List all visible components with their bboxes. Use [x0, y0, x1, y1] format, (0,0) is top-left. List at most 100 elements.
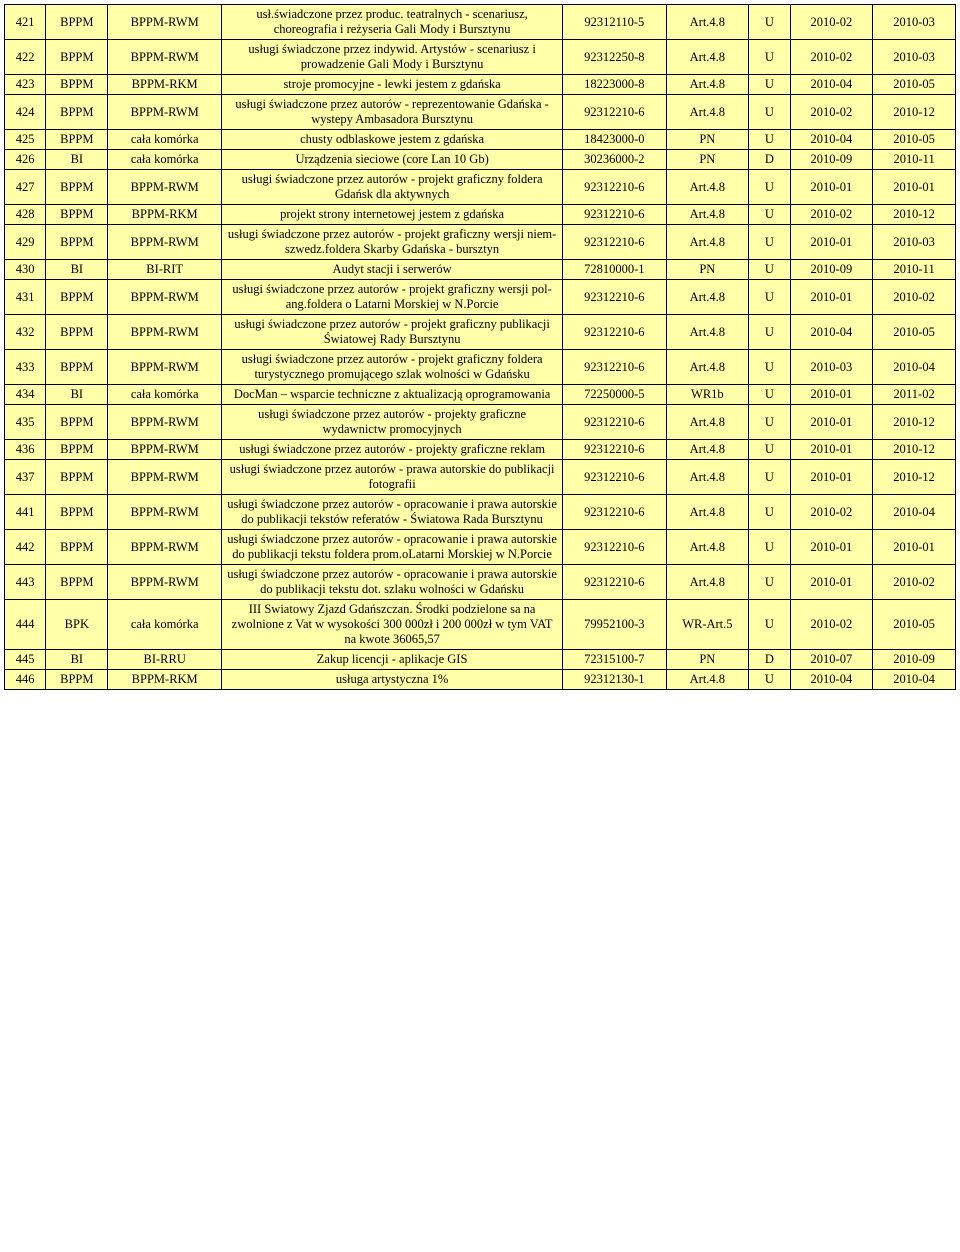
cell-date1: 2010-02 [790, 205, 873, 225]
cell-art: PN [666, 130, 749, 150]
table-row: 424BPPMBPPM-RWMusługi świadczone przez a… [5, 95, 956, 130]
cell-unit2: BPPM-RWM [108, 95, 222, 130]
cell-date2: 2010-03 [873, 40, 956, 75]
table-row: 435BPPMBPPM-RWMusługi świadczone przez a… [5, 405, 956, 440]
cell-code: 92312210-6 [563, 170, 666, 205]
cell-art: Art.4.8 [666, 565, 749, 600]
cell-id: 424 [5, 95, 46, 130]
cell-unit2: BPPM-RWM [108, 565, 222, 600]
cell-id: 446 [5, 670, 46, 690]
cell-unit1: BPPM [46, 205, 108, 225]
data-table: 421BPPMBPPM-RWMusł.świadczone przez prod… [4, 4, 956, 690]
cell-code: 92312210-6 [563, 205, 666, 225]
table-row: 430BIBI-RITAudyt stacji i serwerów728100… [5, 260, 956, 280]
cell-id: 421 [5, 5, 46, 40]
cell-unit2: BPPM-RWM [108, 350, 222, 385]
cell-flag: U [749, 315, 790, 350]
cell-unit2: BPPM-RWM [108, 440, 222, 460]
cell-unit2: BI-RIT [108, 260, 222, 280]
cell-id: 423 [5, 75, 46, 95]
cell-unit1: BI [46, 385, 108, 405]
cell-art: Art.4.8 [666, 460, 749, 495]
cell-date2: 2011-02 [873, 385, 956, 405]
cell-unit1: BPPM [46, 350, 108, 385]
cell-id: 432 [5, 315, 46, 350]
cell-code: 92312210-6 [563, 315, 666, 350]
cell-unit2: BPPM-RWM [108, 170, 222, 205]
cell-date2: 2010-05 [873, 600, 956, 650]
cell-description: usługi świadczone przez autorów - projek… [222, 315, 563, 350]
cell-id: 428 [5, 205, 46, 225]
cell-date2: 2010-01 [873, 170, 956, 205]
cell-date2: 2010-09 [873, 650, 956, 670]
cell-date2: 2010-03 [873, 5, 956, 40]
cell-unit2: BPPM-RWM [108, 5, 222, 40]
cell-art: Art.4.8 [666, 350, 749, 385]
cell-description: usługi świadczone przez indywid. Artystó… [222, 40, 563, 75]
cell-unit1: BPPM [46, 225, 108, 260]
cell-unit1: BI [46, 260, 108, 280]
cell-date1: 2010-02 [790, 495, 873, 530]
cell-flag: U [749, 495, 790, 530]
cell-unit2: BPPM-RWM [108, 315, 222, 350]
cell-id: 434 [5, 385, 46, 405]
cell-flag: D [749, 150, 790, 170]
cell-code: 92312130-1 [563, 670, 666, 690]
cell-description: usługi świadczone przez autorów - reprez… [222, 95, 563, 130]
cell-code: 92312210-6 [563, 565, 666, 600]
cell-unit2: cała komórka [108, 600, 222, 650]
cell-art: Art.4.8 [666, 670, 749, 690]
cell-id: 437 [5, 460, 46, 495]
cell-flag: U [749, 75, 790, 95]
cell-unit1: BPPM [46, 565, 108, 600]
cell-code: 92312210-6 [563, 225, 666, 260]
cell-flag: U [749, 670, 790, 690]
cell-date1: 2010-04 [790, 130, 873, 150]
cell-art: PN [666, 650, 749, 670]
cell-art: Art.4.8 [666, 440, 749, 460]
cell-code: 92312110-5 [563, 5, 666, 40]
cell-id: 445 [5, 650, 46, 670]
cell-description: DocMan – wsparcie techniczne z aktualiza… [222, 385, 563, 405]
cell-art: Art.4.8 [666, 405, 749, 440]
cell-code: 72810000-1 [563, 260, 666, 280]
cell-flag: U [749, 225, 790, 260]
table-row: 421BPPMBPPM-RWMusł.świadczone przez prod… [5, 5, 956, 40]
cell-date1: 2010-04 [790, 670, 873, 690]
cell-description: usługi świadczone przez autorów - projek… [222, 170, 563, 205]
cell-art: Art.4.8 [666, 95, 749, 130]
cell-unit2: BPPM-RKM [108, 670, 222, 690]
cell-date2: 2010-12 [873, 95, 956, 130]
table-row: 434BIcała komórkaDocMan – wsparcie techn… [5, 385, 956, 405]
cell-flag: U [749, 350, 790, 385]
cell-code: 18423000-0 [563, 130, 666, 150]
cell-date1: 2010-04 [790, 75, 873, 95]
cell-unit2: BPPM-RWM [108, 530, 222, 565]
cell-art: Art.4.8 [666, 280, 749, 315]
cell-description: usługi świadczone przez autorów - projek… [222, 405, 563, 440]
cell-description: usługi świadczone przez autorów - prawa … [222, 460, 563, 495]
cell-flag: U [749, 130, 790, 150]
cell-description: usługa artystyczna 1% [222, 670, 563, 690]
cell-date1: 2010-01 [790, 225, 873, 260]
cell-unit1: BPPM [46, 530, 108, 565]
cell-date2: 2010-05 [873, 315, 956, 350]
table-row: 443BPPMBPPM-RWMusługi świadczone przez a… [5, 565, 956, 600]
cell-id: 430 [5, 260, 46, 280]
cell-id: 431 [5, 280, 46, 315]
cell-unit1: BPPM [46, 75, 108, 95]
cell-flag: U [749, 460, 790, 495]
cell-date2: 2010-05 [873, 75, 956, 95]
cell-art: PN [666, 260, 749, 280]
cell-description: Zakup licencji - aplikacje GIS [222, 650, 563, 670]
cell-art: Art.4.8 [666, 170, 749, 205]
table-row: 433BPPMBPPM-RWMusługi świadczone przez a… [5, 350, 956, 385]
table-row: 423BPPMBPPM-RKMstroje promocyjne - lewki… [5, 75, 956, 95]
cell-code: 18223000-8 [563, 75, 666, 95]
table-row: 436BPPMBPPM-RWMusługi świadczone przez a… [5, 440, 956, 460]
cell-description: usługi świadczone przez autorów - projek… [222, 280, 563, 315]
cell-art: WR-Art.5 [666, 600, 749, 650]
cell-id: 442 [5, 530, 46, 565]
cell-art: Art.4.8 [666, 530, 749, 565]
cell-description: usługi świadczone przez autorów - opraco… [222, 565, 563, 600]
